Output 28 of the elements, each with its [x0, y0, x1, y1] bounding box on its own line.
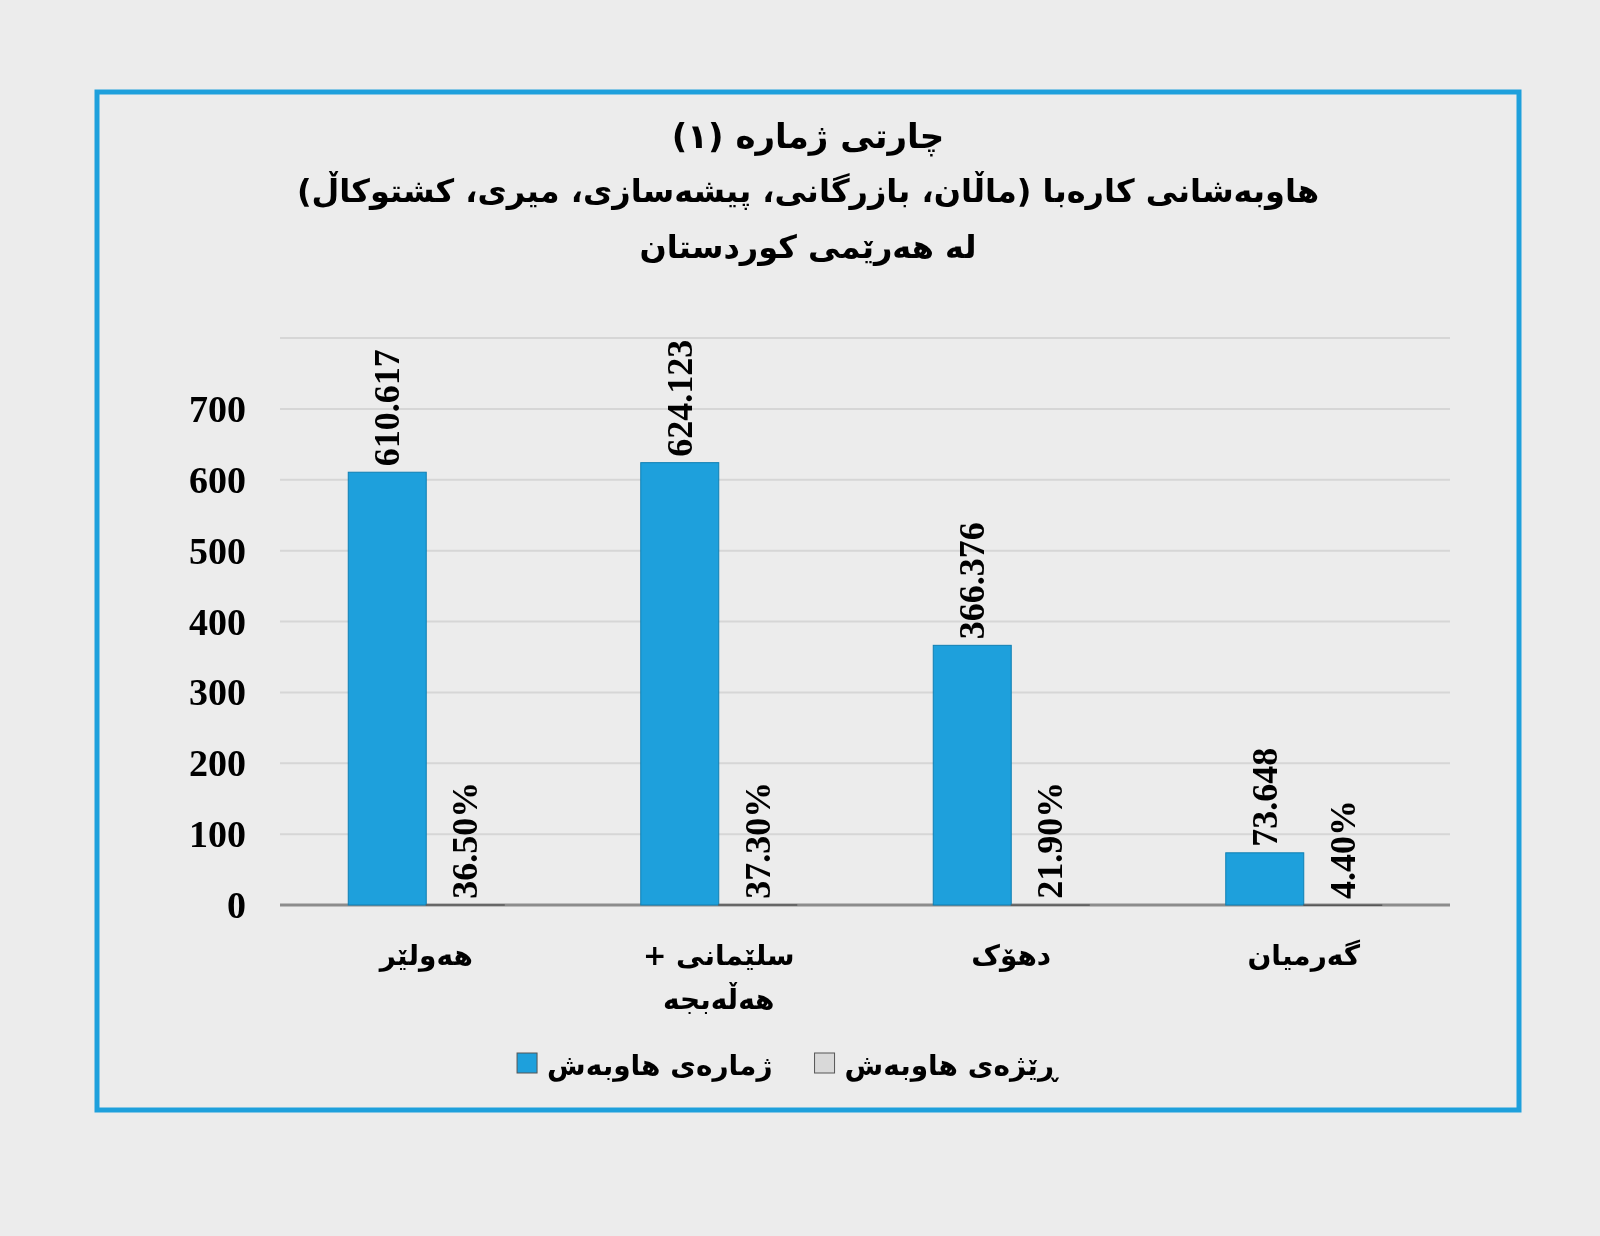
bar — [640, 462, 720, 906]
bar — [1225, 852, 1305, 906]
data-label: 624.123 — [659, 339, 700, 457]
data-label: 73.648 — [1244, 747, 1285, 847]
data-label: 36.50% — [445, 781, 486, 899]
bar — [932, 644, 1012, 906]
y-tick-label: 0 — [227, 884, 246, 926]
x-tick-label: دهۆک — [971, 939, 1052, 972]
y-tick-label: 300 — [189, 671, 246, 714]
chart-subtitle: هاوبەشانی کارەبا (ماڵان، بازرگانی، پیشەسازی، میری، کشتوکاڵ) لە هەرێمی کوردستان — [296, 171, 1320, 266]
data-label: 21.90% — [1030, 781, 1071, 899]
y-tick-label: 600 — [189, 458, 246, 501]
y-tick-label: 700 — [189, 387, 246, 430]
data-label: 37.30% — [737, 781, 778, 899]
y-tick-label: 100 — [189, 813, 246, 856]
x-tick-label: گەرمیان — [1247, 939, 1361, 972]
x-tick-label: سلێمانی + هەڵەبجە — [642, 939, 795, 1016]
y-tick-label: 400 — [189, 600, 246, 643]
x-tick-label: هەولێر — [377, 939, 473, 972]
bar — [347, 471, 427, 906]
data-label: 610.617 — [367, 349, 408, 467]
legend-label: ڕێژەی هاوبەش — [844, 1049, 1060, 1082]
data-label: 4.40% — [1322, 799, 1363, 899]
y-tick-label: 500 — [189, 529, 246, 572]
chart-title: چارتی ژمارە (١) — [671, 116, 945, 157]
y-tick-label: 200 — [189, 742, 246, 785]
legend-label: ژمارەی هاوبەش — [547, 1049, 773, 1082]
data-label: 366.376 — [952, 522, 993, 640]
